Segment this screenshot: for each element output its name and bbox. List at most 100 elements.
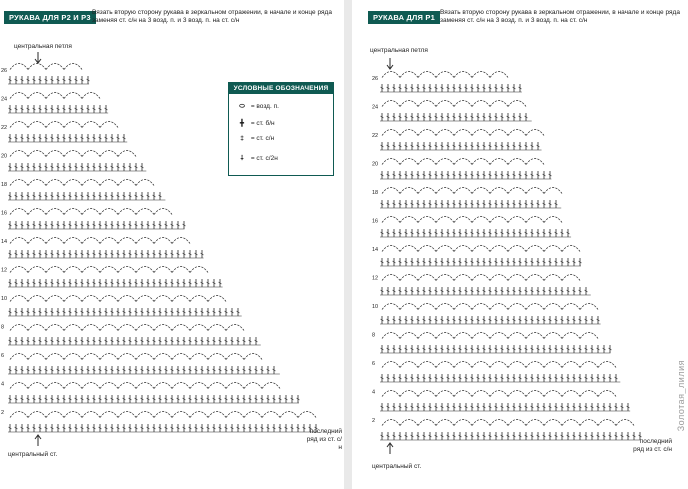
stitch-bar bbox=[116, 136, 120, 140]
chain-arch bbox=[417, 245, 437, 252]
stitch-bar bbox=[410, 289, 414, 293]
stitch-bar bbox=[476, 347, 480, 351]
stitch-bar bbox=[590, 347, 594, 351]
stitch-bar bbox=[134, 426, 138, 430]
stitch-bar bbox=[290, 397, 294, 401]
stitch-bar bbox=[584, 318, 588, 322]
stitch-bar bbox=[218, 281, 222, 285]
chain-arch bbox=[99, 411, 119, 418]
stitch-bar bbox=[50, 223, 54, 227]
stitch-bar bbox=[218, 426, 222, 430]
chain-arch bbox=[399, 245, 419, 252]
chain-arch bbox=[9, 179, 29, 186]
stitch-bar bbox=[212, 397, 216, 401]
chain-arch bbox=[471, 274, 491, 281]
stitch-bar bbox=[428, 318, 432, 322]
stitch-bar bbox=[518, 376, 522, 380]
stitch-bar bbox=[428, 289, 432, 293]
chain-arch bbox=[543, 187, 563, 194]
stitch-bar bbox=[116, 426, 120, 430]
stitch-bar bbox=[626, 405, 630, 409]
stitch-bar bbox=[80, 252, 84, 256]
stitch-bar bbox=[44, 426, 48, 430]
stitch-bar bbox=[422, 347, 426, 351]
chain-arch bbox=[99, 208, 119, 215]
chain-arch bbox=[63, 237, 83, 244]
chain-arch bbox=[471, 216, 491, 223]
stitch-bar bbox=[104, 281, 108, 285]
stitch-bar bbox=[410, 376, 414, 380]
stitch-bar bbox=[584, 289, 588, 293]
stitch-bar bbox=[104, 165, 108, 169]
stitch-bar bbox=[416, 115, 420, 119]
stitch-bar bbox=[200, 252, 204, 256]
chain-arch bbox=[543, 419, 563, 426]
stitch-bar bbox=[566, 231, 570, 235]
stitch-bar bbox=[182, 281, 186, 285]
stitch-bar bbox=[506, 318, 510, 322]
stitch-bar bbox=[170, 368, 174, 372]
stitch-bar bbox=[152, 223, 156, 227]
stitch-bar bbox=[434, 376, 438, 380]
stitch-bar bbox=[182, 426, 186, 430]
stitch-bar bbox=[32, 107, 36, 111]
stitch-bar bbox=[44, 194, 48, 198]
stitch-bar bbox=[524, 434, 528, 438]
stitch-bar bbox=[128, 194, 132, 198]
stitch-bar bbox=[206, 397, 210, 401]
stitch-bar bbox=[116, 194, 120, 198]
stitch-bar bbox=[464, 173, 468, 177]
stitch-bar bbox=[398, 376, 402, 380]
stitch-bar bbox=[8, 165, 12, 169]
row-number: 24 bbox=[1, 97, 7, 103]
stitch-bar bbox=[566, 434, 570, 438]
stitch-bar bbox=[98, 194, 102, 198]
stitch-bar bbox=[464, 231, 468, 235]
stitch-bar bbox=[182, 397, 186, 401]
stitch-bar bbox=[20, 368, 24, 372]
stitch-bar bbox=[392, 289, 396, 293]
stitch-bar bbox=[578, 318, 582, 322]
stitch-bar bbox=[560, 434, 564, 438]
chain-arch bbox=[207, 353, 227, 360]
stitch-bar bbox=[134, 281, 138, 285]
stitch-bar bbox=[554, 376, 558, 380]
stitch-bar bbox=[596, 405, 600, 409]
stitch-bar bbox=[200, 368, 204, 372]
stitch-bar bbox=[68, 107, 72, 111]
stitch-bar bbox=[86, 223, 90, 227]
stitch-bar bbox=[566, 376, 570, 380]
stitch-bar bbox=[104, 136, 108, 140]
stitch-bar bbox=[512, 434, 516, 438]
chain-arch bbox=[435, 245, 455, 252]
row-number: 2 bbox=[372, 418, 375, 424]
stitch-bar bbox=[572, 289, 576, 293]
chain-arch bbox=[543, 303, 563, 310]
stitch-bar bbox=[26, 165, 30, 169]
chain-arch bbox=[189, 324, 209, 331]
stitch-bar bbox=[494, 115, 498, 119]
stitch-bar bbox=[50, 397, 54, 401]
chain-arch bbox=[117, 237, 137, 244]
stitch-bar bbox=[380, 434, 384, 438]
stitch-bar bbox=[572, 405, 576, 409]
stitch-bar bbox=[26, 339, 30, 343]
row-number: 10 bbox=[1, 296, 7, 302]
stitch-bar bbox=[410, 434, 414, 438]
stitch-bar bbox=[512, 231, 516, 235]
stitch-bar bbox=[470, 434, 474, 438]
stitch-bar bbox=[170, 397, 174, 401]
chain-arch bbox=[153, 237, 173, 244]
stitch-bar bbox=[404, 173, 408, 177]
stitch-bar bbox=[194, 368, 198, 372]
stitch-bar bbox=[38, 78, 42, 82]
chain-arch bbox=[27, 179, 47, 186]
stitch-bar bbox=[314, 426, 318, 430]
chain-arch bbox=[45, 266, 65, 273]
stitch-bar bbox=[428, 405, 432, 409]
stitch-bar bbox=[158, 281, 162, 285]
stitch-bar bbox=[416, 231, 420, 235]
stitch-bar bbox=[8, 107, 12, 111]
chain-arch bbox=[243, 411, 263, 418]
stitch-bar bbox=[386, 434, 390, 438]
